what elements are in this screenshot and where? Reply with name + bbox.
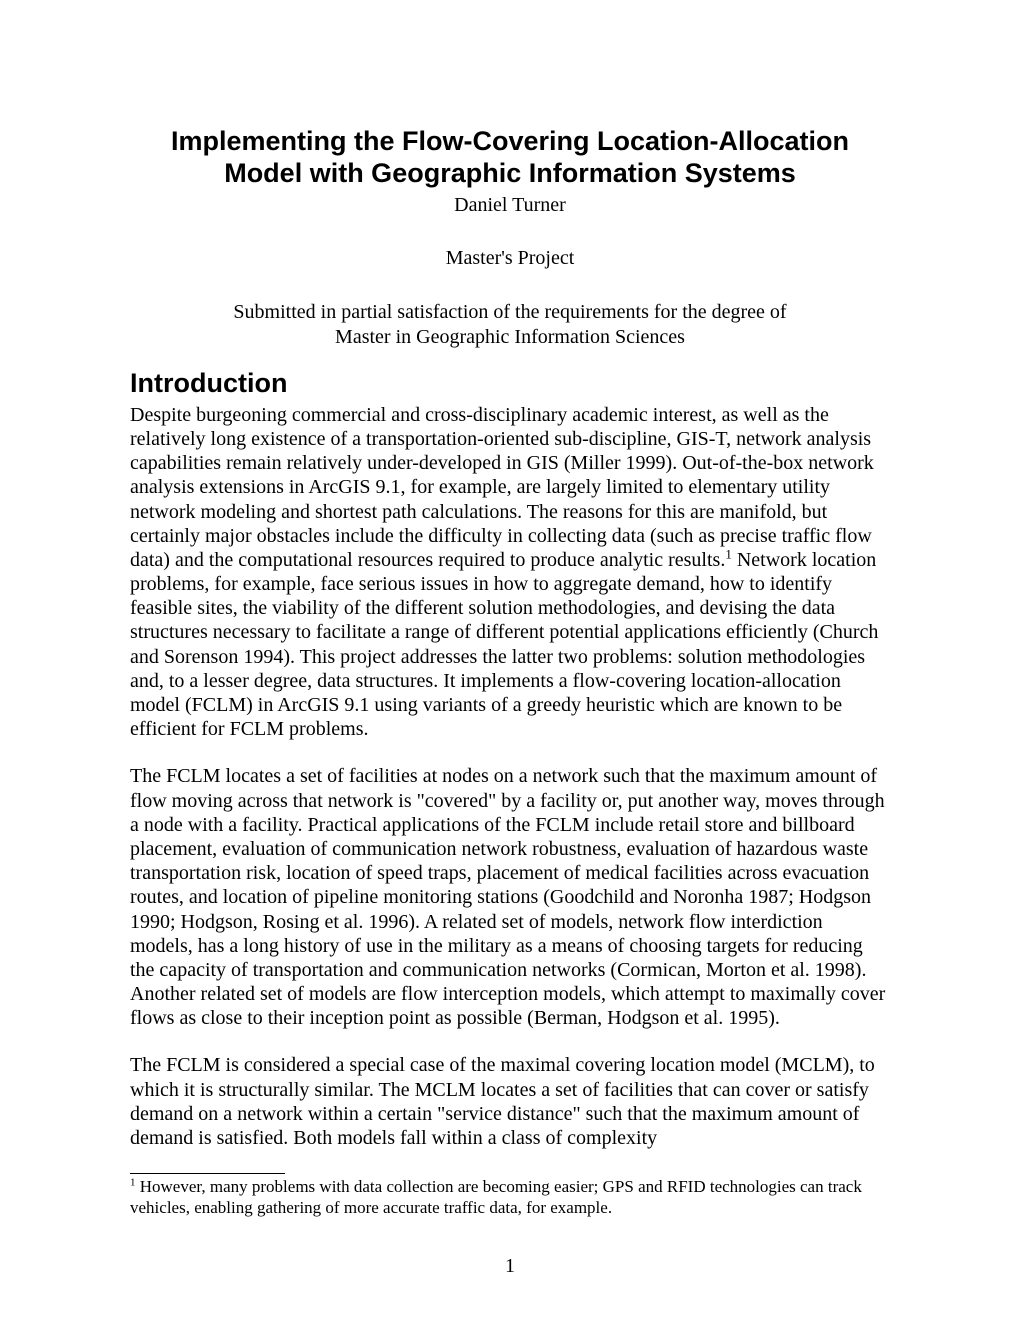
footnote-separator [130, 1173, 285, 1174]
submission-statement: Submitted in partial satisfaction of the… [130, 300, 890, 350]
body-paragraph: The FCLM locates a set of facilities at … [130, 764, 890, 1030]
body-paragraph: The FCLM is considered a special case of… [130, 1053, 890, 1150]
footnote: 1 However, many problems with data colle… [130, 1177, 890, 1218]
section-heading-introduction: Introduction [130, 368, 890, 399]
submitted-line-1: Submitted in partial satisfaction of the… [233, 301, 786, 323]
paper-title: Implementing the Flow-Covering Location-… [130, 125, 890, 190]
project-type: Master's Project [130, 247, 890, 270]
footnote-text: However, many problems with data collect… [130, 1177, 862, 1216]
submitted-line-2: Master in Geographic Information Science… [335, 326, 685, 348]
para1-part-b: Network location problems, for example, … [130, 549, 878, 740]
author-name: Daniel Turner [130, 194, 890, 217]
para1-part-a: Despite burgeoning commercial and cross-… [130, 404, 874, 571]
body-paragraph: Despite burgeoning commercial and cross-… [130, 403, 890, 742]
page-number: 1 [0, 1255, 1020, 1278]
